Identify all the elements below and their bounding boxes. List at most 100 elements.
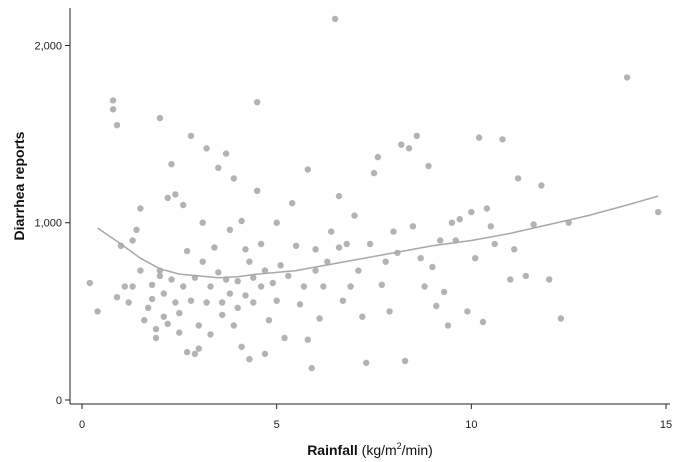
data-point [487,223,494,230]
data-point [148,281,156,288]
data-point [401,357,409,365]
data-point [417,255,424,262]
x-tick-label: 5 [274,419,280,431]
data-point [456,216,463,223]
data-point [273,297,280,304]
data-point [156,114,164,122]
data-point [199,258,206,265]
data-point [483,205,491,212]
data-point [444,322,452,329]
x-axis-title-unit-sup: 2 [397,441,402,451]
data-point [207,283,214,290]
data-point [156,272,164,280]
data-point [250,274,257,281]
data-point [234,304,241,311]
data-point [507,276,514,283]
data-point [86,279,94,287]
data-point [191,350,199,358]
data-point [285,272,292,280]
data-point [499,136,506,143]
data-point [312,267,319,274]
data-point [183,348,191,356]
data-point [160,290,167,297]
data-point [254,99,261,106]
data-point [109,97,117,104]
data-point [219,299,226,306]
data-point [335,244,343,251]
data-point [246,356,253,363]
data-point [180,283,187,290]
data-point [172,299,179,306]
data-point [265,317,273,324]
data-point [238,217,245,225]
data-point [300,283,308,290]
data-point [655,208,662,216]
data-point [363,359,370,366]
data-point [137,205,144,212]
data-point [339,297,347,304]
data-point [479,318,487,326]
data-point [440,288,448,296]
data-point [129,283,136,290]
data-point [187,297,195,304]
data-point [238,343,245,350]
data-point [125,299,132,306]
y-tick-label: 2,000 [34,40,62,52]
y-tick-label: 0 [56,395,62,407]
x-tick-label: 10 [465,419,477,431]
x-axis-title-unit-open: (kg/m [358,442,397,458]
y-axis-ticks: 0 1,000 2,000 [34,40,70,407]
data-point [522,272,529,280]
data-point [195,345,202,352]
x-axis-title-main: Rainfall [307,442,358,458]
data-point [152,334,160,342]
data-point [121,283,128,290]
data-point [261,350,269,358]
data-point [355,267,362,274]
data-point [183,247,191,255]
data-point [176,329,183,336]
x-axis-title-unit-close: /min) [402,442,433,458]
data-point [215,269,222,276]
data-point [164,320,171,327]
data-point [215,164,222,171]
data-point [199,219,206,226]
data-point [164,194,171,202]
data-point [328,228,335,235]
data-point [269,279,276,287]
data-point [254,187,261,194]
y-tick-label: 1,000 [34,218,62,230]
data-point [187,132,195,140]
data-point [491,240,498,248]
y-axis-title: Diarrhea reports [11,131,27,240]
data-point [219,311,226,319]
data-point [257,240,265,248]
data-point [511,246,518,253]
data-point [94,308,101,315]
data-point [623,74,631,81]
data-point [141,317,148,324]
data-point [257,283,265,290]
data-point [378,281,385,288]
data-point [277,262,284,269]
data-point [168,161,175,168]
data-point [366,240,374,248]
data-point [109,106,117,113]
data-point [324,258,331,265]
data-point [359,313,366,320]
x-tick-label: 0 [79,419,85,431]
data-point [320,283,327,290]
data-point [546,276,553,283]
data-point [207,331,214,338]
data-point [176,309,183,317]
data-point [226,290,234,297]
data-point [168,276,175,283]
data-point [117,242,125,249]
data-point [312,246,319,253]
data-point [382,258,389,265]
data-point [538,182,545,189]
data-point [530,221,537,228]
data-point [137,267,144,274]
data-point [557,315,565,322]
